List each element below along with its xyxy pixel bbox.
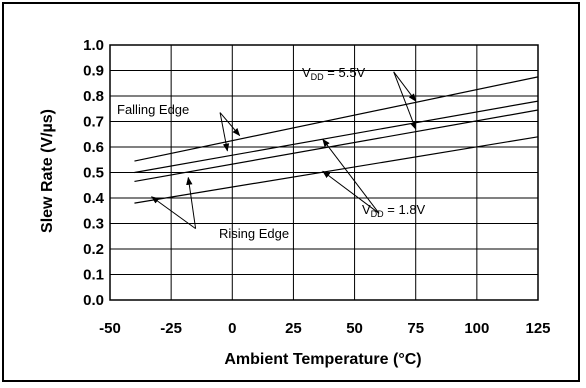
y-tick-label: 0.1: [83, 267, 104, 284]
y-tick-label: 0.5: [83, 165, 104, 182]
annotation-arrows: [150, 71, 417, 230]
y-tick-label: 0.8: [83, 88, 104, 105]
y-tick-label: 0.9: [83, 63, 104, 80]
annotation-arrow: [219, 112, 241, 137]
x-tick-label: 0: [228, 320, 236, 337]
x-tick-label: 100: [464, 320, 489, 337]
y-tick-label: 0.0: [83, 292, 104, 309]
annotation-arrow: [322, 170, 380, 214]
y-tick-label: 0.2: [83, 241, 104, 258]
annotation-arrow: [219, 112, 230, 152]
series-line: [134, 136, 539, 204]
x-tick-label: 75: [407, 320, 424, 337]
y-tick-label: 0.6: [83, 139, 104, 156]
y-tick-label: 0.7: [83, 114, 104, 131]
plot-area-border: [109, 44, 539, 301]
annotation-arrow: [186, 176, 197, 229]
annotations: Falling Edge Rising Edge VDD = 5.5V VDD …: [117, 65, 426, 241]
x-tick-label: 50: [346, 320, 363, 337]
x-tick-label: 25: [285, 320, 302, 337]
y-axis-label: Slew Rate (V/µs): [39, 109, 56, 233]
falling-edge-label: Falling Edge: [117, 102, 189, 117]
grid: [109, 44, 539, 301]
annotation-arrow: [393, 71, 417, 102]
y-tick-label: 1.0: [83, 37, 104, 54]
x-tick-label: -25: [160, 320, 182, 337]
series-line: [134, 100, 539, 174]
annotation-arrow: [150, 196, 196, 230]
vdd-low-label: VDD = 1.8V: [362, 202, 426, 219]
tick-labels: 0.0 0.1 0.2 0.3 0.4 0.5 0.6 0.7 0.8 0.9 1.0 -50 -25 0…: [83, 37, 550, 337]
series-line: [134, 109, 539, 183]
series-lines: [134, 76, 539, 204]
series-line: [134, 76, 539, 162]
chart-frame: [2, 2, 580, 382]
x-tick-label: -50: [99, 320, 121, 337]
annotation-arrow: [322, 138, 380, 214]
y-tick-label: 0.3: [83, 216, 104, 233]
x-axis-label: Ambient Temperature (°C): [224, 351, 421, 368]
x-tick-label: 125: [525, 320, 550, 337]
rising-edge-label: Rising Edge: [219, 226, 289, 241]
y-tick-label: 0.4: [83, 190, 105, 207]
vdd-high-label: VDD = 5.5V: [302, 65, 366, 82]
annotation-arrow: [393, 71, 417, 130]
